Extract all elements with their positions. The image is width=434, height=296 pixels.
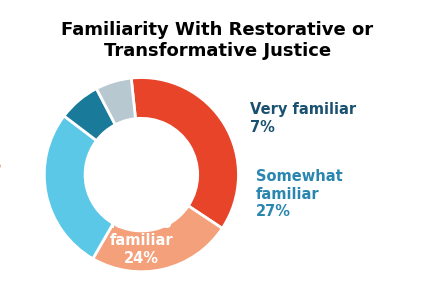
Wedge shape: [92, 206, 222, 272]
Wedge shape: [131, 78, 238, 229]
Text: Familiarity With Restorative or
Transformative Justice: Familiarity With Restorative or Transfor…: [61, 21, 373, 59]
Text: Very familiar
7%: Very familiar 7%: [250, 102, 355, 134]
Wedge shape: [44, 116, 113, 259]
Text: Somewhat
familiar
27%: Somewhat familiar 27%: [255, 169, 342, 219]
Text: Not too
familiar
24%: Not too familiar 24%: [109, 216, 173, 266]
Wedge shape: [64, 89, 115, 141]
Wedge shape: [96, 78, 135, 125]
